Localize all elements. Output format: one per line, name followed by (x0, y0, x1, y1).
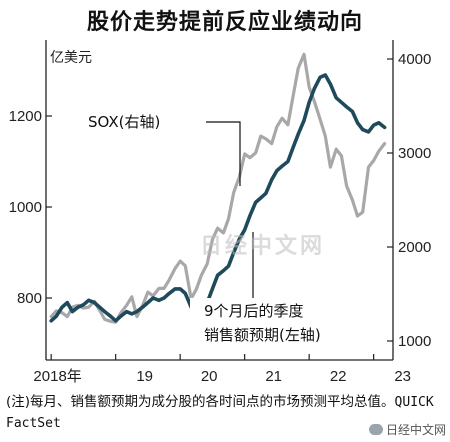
right-tick-label: 3000 (398, 145, 431, 162)
x-tick-label: 2018年 (33, 368, 81, 385)
watermark: 日经中文网 (200, 234, 326, 259)
series-lines (49, 52, 387, 324)
sales-label-bg (190, 298, 366, 346)
axes (45, 40, 394, 361)
sox-label-bg (82, 108, 208, 134)
x-tick-label: 19 (136, 368, 153, 385)
x-tick-label: 22 (330, 368, 347, 385)
sales-annotation-line1: 9个月后的季度 (204, 302, 304, 320)
tick-labels: 亿美元 800 1000 1200 1000 2000 3000 4000 2018年 19 20 2… (9, 50, 432, 385)
sales-annotation-line2: 销售额预期(左轴) (204, 326, 321, 344)
sox-annotation: SOX(右轴) (88, 113, 160, 131)
right-tick-label: 2000 (398, 239, 431, 256)
sales-forecast-series-line (49, 73, 387, 323)
sox-series-line (49, 52, 387, 324)
x-tick-label: 20 (201, 368, 218, 385)
left-tick-label: 800 (17, 290, 42, 307)
social-badge: 日经中文网 (368, 421, 446, 438)
left-tick-label: 1000 (9, 199, 42, 216)
left-axis-unit: 亿美元 (50, 50, 92, 66)
footnote-text: (注)每月、销售额预期为成分股的各时间点的市场预测平均总值。 (6, 394, 395, 410)
x-tick-label: 21 (265, 368, 282, 385)
right-tick-label: 4000 (398, 51, 431, 68)
social-badge-label: 日经中文网 (385, 423, 446, 437)
left-tick-label: 1200 (9, 108, 42, 125)
x-tick-label: 23 (394, 368, 411, 385)
source-text: QUICK FactSet (6, 395, 434, 431)
wechat-icon (368, 424, 383, 435)
footnote: (注)每月、销售额预期为成分股的各时间点的市场预测平均总值。QUICK Fact… (6, 392, 446, 434)
right-tick-label: 1000 (398, 333, 431, 350)
sox-leader-line (206, 121, 241, 186)
chart-title: 股价走势提前反应业绩动向 (86, 10, 363, 35)
